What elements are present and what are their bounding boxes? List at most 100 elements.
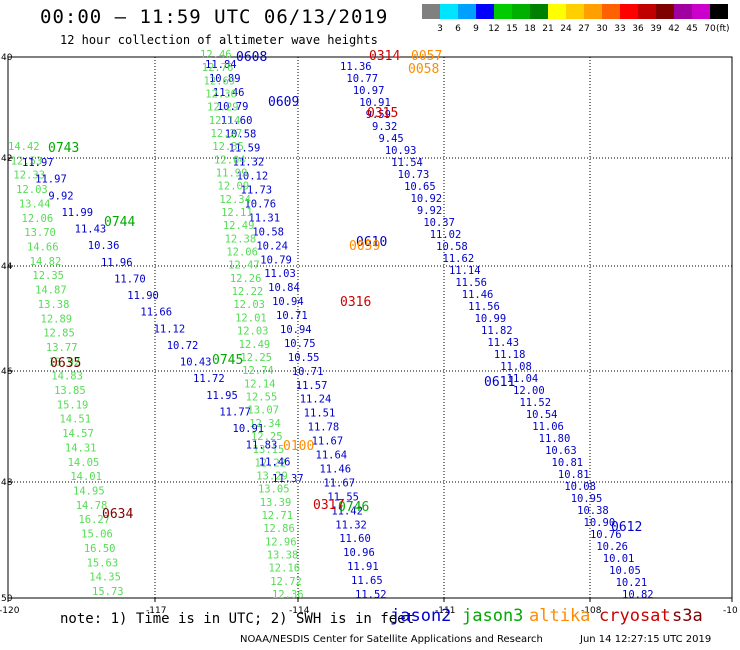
swh-value-jason2: 11.66: [140, 307, 172, 319]
legend-swatch: [494, 4, 512, 19]
swh-value-jason2: 11.31: [248, 212, 280, 224]
swh-value-jason2: 11.32: [233, 157, 265, 169]
swh-value-jason3: 14.83: [51, 371, 83, 383]
swh-value-jason2: 10.82: [622, 589, 654, 601]
swh-value-jason3: 12.22: [254, 457, 286, 469]
swh-value-jason2: 10.71: [292, 366, 324, 378]
swh-value-jason3: 12.47: [228, 260, 260, 272]
cycle-label-s3a: 0634: [102, 507, 133, 522]
swh-value-jason3: 12.89: [41, 313, 73, 325]
legend-label: 36: [632, 24, 644, 34]
swh-value-jason2: 11.65: [351, 575, 383, 587]
cycle-label-jason2: 0610: [356, 235, 387, 250]
swh-value-jason3: 12.36: [205, 89, 237, 101]
swh-value-jason3: 12.72: [270, 576, 302, 588]
page-subtitle: 12 hour collection of altimeter wave hei…: [60, 33, 378, 47]
swh-value-jason3: 12.33: [13, 170, 45, 182]
swh-value-jason2: 11.72: [193, 373, 225, 385]
cycle-label-cryosat: 0315: [367, 106, 398, 121]
swh-value-jason3: 13.07: [247, 405, 279, 417]
swh-value-jason2: 10.36: [88, 240, 120, 252]
legend-swatch: [548, 4, 566, 19]
legend-label: 12: [488, 24, 500, 34]
swh-value-jason2: 11.43: [487, 337, 519, 349]
swh-value-jason2: 11.43: [75, 224, 107, 236]
swh-value-jason2: 11.67: [323, 477, 355, 489]
swh-value-jason3: 12.27: [211, 128, 243, 140]
swh-value-jason2: 11.06: [532, 421, 564, 433]
swh-value-jason2: 11.46: [319, 463, 351, 475]
swh-value-jason2: 10.58: [252, 226, 284, 238]
swh-value-jason3: 12.69: [204, 75, 236, 87]
swh-value-jason2: 10.90: [584, 517, 616, 529]
swh-value-jason2: 11.91: [347, 561, 379, 573]
lat-label: 50: [1, 594, 13, 604]
swh-value-jason2: 10.26: [596, 541, 628, 553]
swh-value-jason2: 9.59: [366, 109, 391, 121]
legend-swatch: [620, 4, 638, 19]
legend-swatch: [422, 4, 440, 19]
swh-value-jason2: 11.37: [272, 473, 304, 485]
swh-value-jason3: 13.85: [54, 385, 86, 397]
swh-value-jason2: 11.14: [449, 265, 481, 277]
legend-label: 70: [704, 24, 716, 34]
footer-note: note: 1) Time is in UTC; 2) SWH is in fe…: [60, 611, 415, 627]
swh-value-jason2: 10.99: [475, 313, 507, 325]
legend-label: 30: [596, 24, 608, 34]
swh-value-jason3: 12.04: [214, 154, 246, 166]
lon-label: -108: [581, 606, 602, 616]
legend-swatch: [602, 4, 620, 19]
lon-label: -10: [723, 606, 738, 616]
swh-value-jason2: 11.54: [391, 157, 423, 169]
swh-value-jason3: 13.70: [24, 227, 56, 239]
legend-swatch: [584, 4, 602, 19]
legend-label: 15: [506, 24, 518, 34]
swh-value-jason3: 15.19: [57, 399, 89, 411]
swh-value-jason3: 12.55: [246, 391, 278, 403]
legend-swatch: [476, 4, 494, 19]
swh-value-jason2: 10.58: [436, 241, 468, 253]
credit-text: NOAA/NESDIS Center for Satellite Applica…: [240, 634, 543, 645]
cycle-label-altika: 0058: [408, 62, 439, 77]
swh-value-jason2: 10.08: [564, 481, 596, 493]
swh-value-jason2: 10.79: [217, 101, 249, 113]
swh-value-jason2: 11.55: [327, 491, 359, 503]
swh-value-jason3: 12.49: [223, 220, 255, 232]
swh-value-jason2: 11.70: [114, 273, 146, 285]
lat-label: 42: [1, 154, 12, 164]
legend-label: 42: [668, 24, 680, 34]
swh-value-jason2: 10.73: [398, 169, 430, 181]
lon-label: -120: [0, 606, 20, 616]
swh-value-jason2: 10.38: [577, 505, 609, 517]
swh-value-jason2: 11.24: [300, 394, 332, 406]
swh-value-jason3: 12.96: [265, 536, 297, 548]
swh-value-jason2: 10.01: [603, 553, 635, 565]
swh-value-jason2: 10.96: [343, 547, 375, 559]
swh-value-jason3: 12.25: [251, 431, 283, 443]
cycle-label-s3a: 0635: [50, 356, 81, 371]
swh-value-jason2: 11.04: [507, 373, 539, 385]
swh-value-jason3: 14.51: [59, 414, 91, 426]
legend-swatch: [674, 4, 692, 19]
swh-value-jason2: 11.56: [455, 277, 487, 289]
swh-value-jason2: 11.95: [206, 390, 238, 402]
swh-value-jason2: 11.90: [127, 290, 159, 302]
swh-value-jason2: 10.97: [353, 85, 385, 97]
swh-value-jason3: 12.46: [200, 49, 232, 61]
lon-label: -114: [289, 606, 310, 616]
swh-value-jason3: 12.71: [261, 510, 293, 522]
swh-value-jason3: 13.05: [258, 484, 290, 496]
swh-value-jason3: 11.99: [216, 168, 248, 180]
cycle-label-jason3: 0744: [104, 215, 135, 230]
swh-value-jason2: 9.92: [417, 205, 442, 217]
swh-value-jason2: 10.92: [411, 193, 443, 205]
legend-swatch: [692, 4, 710, 19]
legend-swatch: [530, 4, 548, 19]
legend-jason2: jason2: [390, 606, 452, 626]
legend-swatch: [458, 4, 476, 19]
legend-label: 33: [614, 24, 626, 34]
swh-value-jason2: 10.76: [590, 529, 622, 541]
swh-value-jason3: 13.15: [253, 444, 285, 456]
legend-swatch: [566, 4, 584, 19]
